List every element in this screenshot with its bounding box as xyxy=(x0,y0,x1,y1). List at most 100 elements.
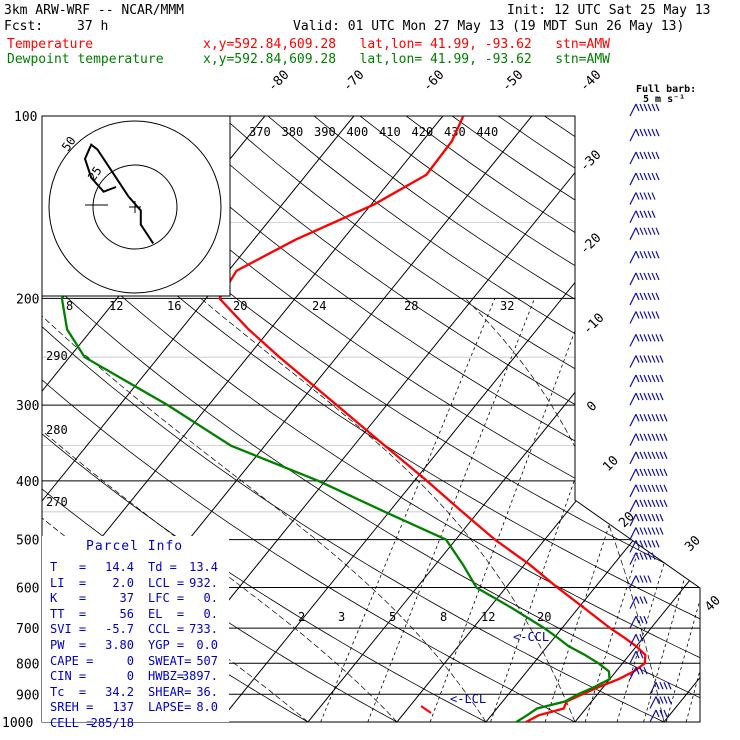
init-time: Init: 12 UTC Sat 25 May 13 xyxy=(507,3,711,18)
parcel-info-value: 36. xyxy=(196,684,218,699)
wind-barb xyxy=(649,696,672,709)
moist-adiabat-line xyxy=(200,298,576,722)
mixing-ratio-label: 8 xyxy=(66,299,73,313)
mixing-ratio-label: 20 xyxy=(537,610,551,624)
mixing-ratio-line xyxy=(685,298,700,722)
dry-adiabat-line xyxy=(129,116,700,722)
parcel-info-value: 0. xyxy=(203,591,218,606)
isobar-label: 900 xyxy=(16,688,39,703)
mixing-ratio-label: 8 xyxy=(440,610,447,624)
parcel-info-row: LI = 2.0 LCL = 932. xyxy=(50,576,226,591)
isobar-label: 300 xyxy=(16,399,39,414)
isotherm-label: -30 xyxy=(577,148,604,175)
parcel-info-row: SREH = 137 LAPSE= 8.0 xyxy=(50,700,226,715)
wind-barb xyxy=(629,251,660,264)
parcel-info-value: 932. xyxy=(189,575,218,590)
parcel-info-value: 0. xyxy=(203,606,218,621)
parcel-info-label: CELL = xyxy=(50,716,94,730)
isotherm-line xyxy=(218,116,700,722)
mixing-ratio-label: 24 xyxy=(312,299,326,313)
theta-label: 280 xyxy=(46,423,68,437)
theta-label: 420 xyxy=(412,125,434,139)
theta-label: 400 xyxy=(347,125,369,139)
parcel-info-label: Tc = xyxy=(50,684,87,699)
wind-barb xyxy=(629,451,668,465)
isotherm-label: -10 xyxy=(580,311,607,338)
isobar-label: 100 xyxy=(14,110,37,125)
wind-barb xyxy=(629,355,664,368)
parcel-info-row: Tc = 34.2 SHEAR= 36. xyxy=(50,685,226,700)
isobar-label: 700 xyxy=(16,622,39,637)
wind-barb xyxy=(629,596,648,609)
mixing-ratio-label: 28 xyxy=(404,299,418,313)
mixing-ratio-line xyxy=(367,298,535,722)
dry-adiabat-line xyxy=(42,116,576,722)
theta-label: 410 xyxy=(379,125,401,139)
parcel-info-label: PW = xyxy=(50,638,87,652)
wind-barb xyxy=(629,334,664,347)
theta-label: 370 xyxy=(249,125,271,139)
hodograph-ring-50 xyxy=(48,120,222,294)
isotherm-line xyxy=(574,116,700,722)
wind-barb xyxy=(629,484,668,498)
isotherm-line xyxy=(42,116,355,722)
parcel-info-value: 3897. xyxy=(181,669,218,684)
wind-barb xyxy=(629,552,656,565)
parcel-info-label: LAPSE= xyxy=(148,700,192,715)
wind-barb xyxy=(649,682,672,695)
dry-adiabat-line xyxy=(267,116,700,722)
moist-adiabat-line xyxy=(701,298,740,722)
parcel-info-value: 3.80 xyxy=(105,638,134,652)
parcel-info-label: HWBZ= xyxy=(148,669,185,684)
parcel-info-value: 285/18 xyxy=(90,716,134,730)
dewpoint-legend: Dewpoint temperature xyxy=(7,52,164,67)
isotherm-line xyxy=(485,116,700,722)
wind-barb xyxy=(629,575,652,588)
diagram-border xyxy=(41,115,701,723)
wind-barb xyxy=(629,172,660,186)
parcel-info-value: 137 xyxy=(112,700,134,715)
wind-barb xyxy=(629,433,668,446)
wind-barb xyxy=(629,272,660,286)
barb-legend-title: Full barb: xyxy=(636,84,697,95)
parcel-info-value: -5.7 xyxy=(105,622,134,637)
parcel-info-label: SWEAT= xyxy=(148,653,192,668)
isotherm-label: 30 xyxy=(682,533,704,555)
wind-barb xyxy=(629,651,644,664)
wind-barb xyxy=(629,392,664,406)
parcel-info-row: TT = 56 EL = 0. xyxy=(50,607,226,622)
mixing-ratio-line xyxy=(643,298,700,722)
dry-adiabat-line xyxy=(42,116,700,722)
wind-barb xyxy=(629,413,668,427)
wind-barb xyxy=(629,227,660,240)
parcel-info-label: LFC = xyxy=(148,591,185,606)
mixing-ratio-line xyxy=(584,298,700,722)
parcel-info-value: 733. xyxy=(189,622,218,637)
mixing-ratio-label: 2 xyxy=(298,610,305,624)
isobar-label: 200 xyxy=(16,292,39,307)
mixing-ratio-label: 5 xyxy=(389,610,396,624)
isotherm-label: 40 xyxy=(702,593,724,615)
wind-barb xyxy=(629,468,668,482)
isotherm-label: 20 xyxy=(616,509,638,531)
parcel-info-label: CCL = xyxy=(148,622,185,637)
theta-label: 380 xyxy=(282,125,304,139)
parcel-info-value: 14.4 xyxy=(105,560,134,574)
parcel-info-label: EL = xyxy=(148,606,185,621)
parcel-info-row: SVI = -5.7 CCL = 733. xyxy=(50,622,226,637)
parcel-info-label: SVI = xyxy=(50,622,87,637)
wind-barb xyxy=(629,666,648,680)
mixing-ratio-label: 32 xyxy=(500,299,514,313)
isotherm-label: 10 xyxy=(600,453,622,475)
isotherm-line xyxy=(42,116,444,722)
parcel-info-value: 13.4 xyxy=(189,560,218,574)
mixing-ratio-line xyxy=(616,298,700,722)
wind-barb xyxy=(629,527,664,540)
parcel-info-label: YGP = xyxy=(148,638,185,652)
isotherm-label: -60 xyxy=(420,68,447,95)
hodograph-ring-25 xyxy=(92,164,178,250)
parcel-info-value: 0.0 xyxy=(196,638,218,652)
dry-adiabat-line xyxy=(42,116,665,722)
wind-barb xyxy=(629,192,656,205)
parcel-info-row: CIN = 0 HWBZ= 3897. xyxy=(50,669,226,684)
